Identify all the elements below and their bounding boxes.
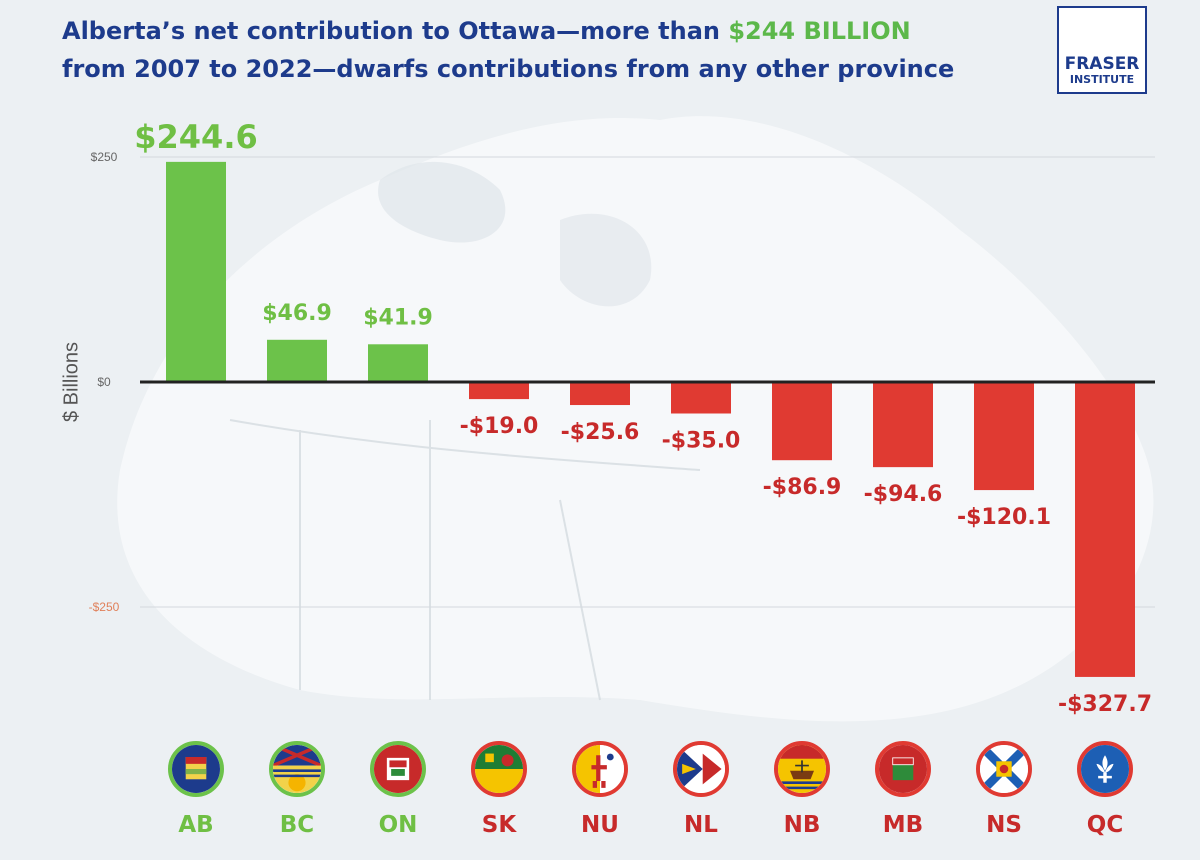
british-columbia-flag-icon [269,741,325,797]
title-part2: from 2007 to 2022—dwarfs contributions f… [62,55,955,83]
category-label-sk: SK [481,812,517,838]
category-label-ns: NS [986,812,1022,838]
bar-nu [570,382,630,406]
manitoba-flag-icon [875,741,931,797]
bar-nb [772,382,832,461]
newfoundland-flag-icon [673,741,729,797]
category-label-nu: NU [581,812,619,838]
category-label-mb: MB [882,812,924,838]
category-label-bc: BC [279,812,315,838]
data-label-on: $41.9 [363,305,433,330]
data-label-nb: -$86.9 [763,475,842,500]
data-label-nu: -$25.6 [561,420,640,445]
bar-ns [974,382,1034,491]
y-tick-label: -$250 [89,600,120,614]
bar-qc [1075,382,1135,677]
category-label-nl: NL [684,812,718,838]
data-label-qc: -$327.7 [1058,692,1152,717]
chart-title: Alberta’s net contribution to Ottawa—mor… [62,12,1022,88]
y-tick-label: $250 [91,150,118,164]
new-brunswick-flag-icon [774,741,830,797]
data-label-bc: $46.9 [262,301,332,326]
data-label-ab: $244.6 [134,118,257,156]
bar-mb [873,382,933,468]
logo-line1: FRASER [1064,54,1140,74]
saskatchewan-flag-icon [471,741,527,797]
category-label-ab: AB [178,812,214,838]
bar-bc [267,339,327,382]
data-label-ns: -$120.1 [957,505,1051,530]
bar-on [368,344,428,382]
nunavut-flag-icon [572,741,628,797]
data-label-sk: -$19.0 [460,414,539,439]
category-label-on: ON [378,812,418,838]
ontario-flag-icon [370,741,426,797]
alberta-flag-icon [168,741,224,797]
y-tick-label: $0 [97,375,111,389]
category-label-qc: QC [1086,812,1124,838]
nova-scotia-flag-icon [976,741,1032,797]
quebec-flag-icon [1077,741,1133,797]
bar-ab [166,161,226,382]
category-label-nb: NB [783,812,821,838]
data-label-nl: -$35.0 [662,429,741,454]
bar-sk [469,382,529,400]
title-part1: Alberta’s net contribution to Ottawa—mor… [62,17,729,45]
fraser-institute-logo: FRASER INSTITUTE [1057,6,1147,94]
bar-nl [671,382,731,414]
data-label-mb: -$94.6 [864,482,943,507]
logo-line2: INSTITUTE [1069,73,1135,86]
title-highlight: $244 BILLION [728,17,911,45]
